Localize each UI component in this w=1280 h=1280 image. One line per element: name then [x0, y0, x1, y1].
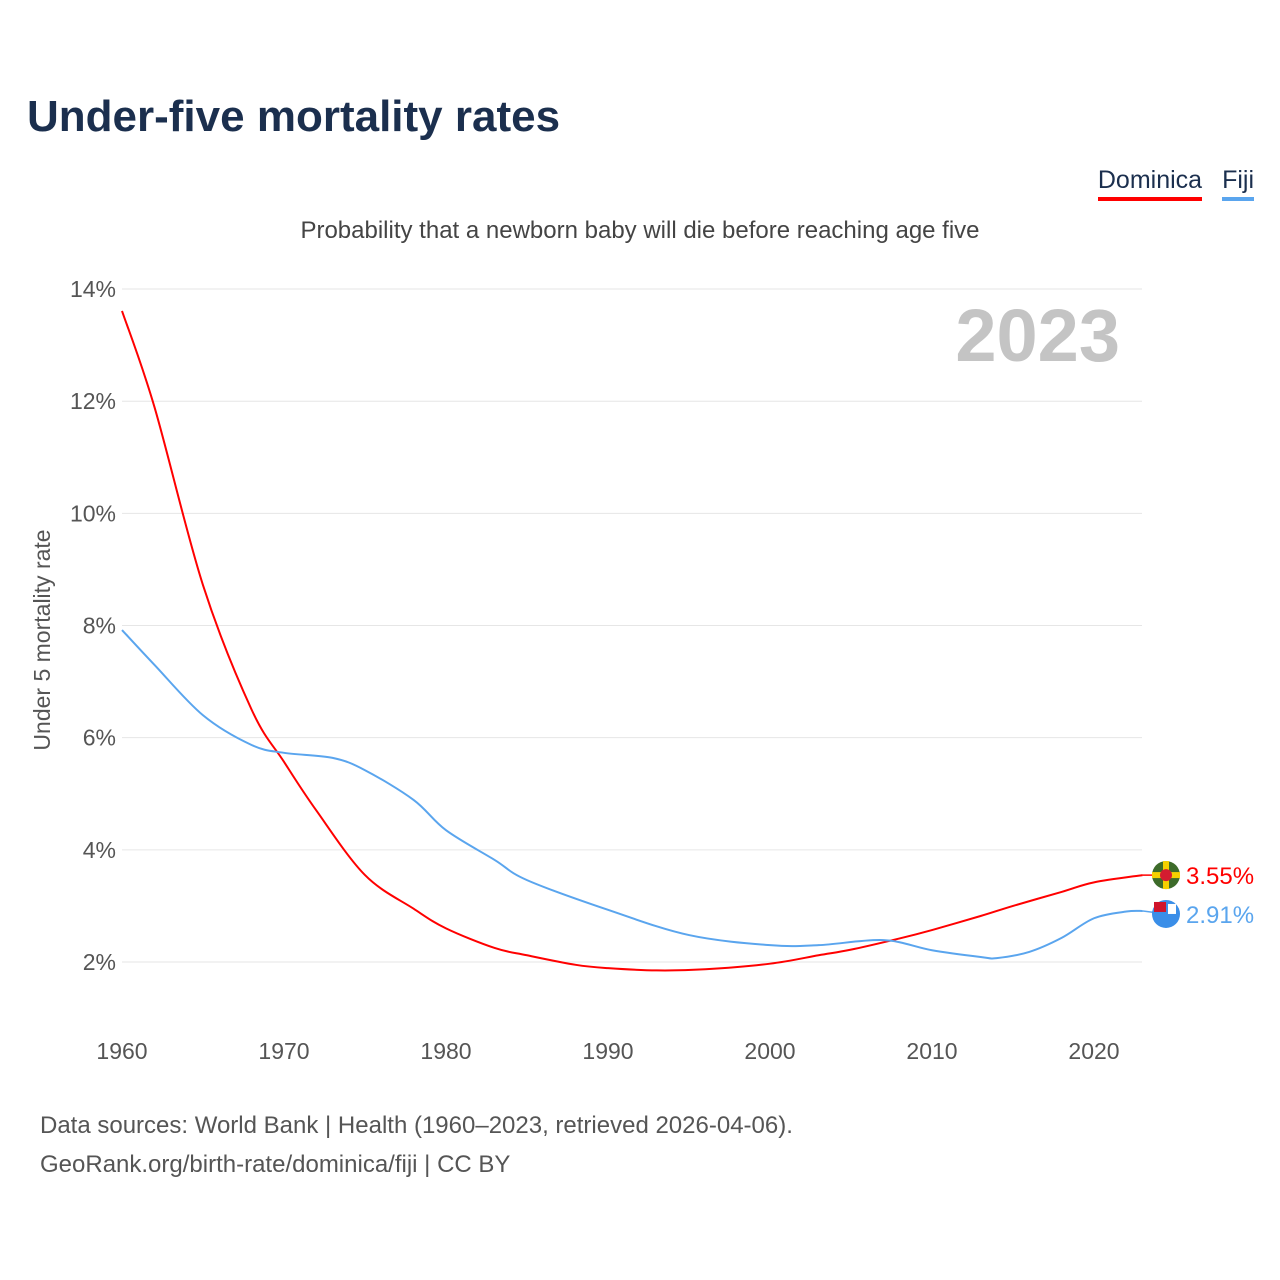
y-axis-label: Under 5 mortality rate — [29, 529, 55, 750]
x-tick-label: 1970 — [258, 1038, 309, 1064]
x-tick-label: 2000 — [744, 1038, 795, 1064]
x-tick-label: 1960 — [96, 1038, 147, 1064]
end-value-label: 3.55% — [1186, 863, 1254, 890]
x-tick-label: 1980 — [420, 1038, 471, 1064]
y-tick-label: 6% — [83, 725, 116, 751]
x-tick-label: 2020 — [1068, 1038, 1119, 1064]
series-line-fiji — [121, 629, 1143, 960]
footer: Data sources: World Bank | Health (1960–… — [40, 1106, 793, 1184]
source-text: Data sources: World Bank | Health (1960–… — [40, 1112, 793, 1139]
flag-shield — [1168, 903, 1176, 914]
y-tick-label: 4% — [83, 837, 116, 863]
legend-item-dominica[interactable]: Dominica — [1097, 166, 1203, 201]
chart-title: Under-five mortality rates — [27, 92, 561, 141]
legend: Dominica Fiji — [1097, 166, 1254, 201]
y-tick-label: 8% — [83, 613, 116, 639]
y-tick-label: 10% — [70, 500, 116, 526]
legend-item-fiji[interactable]: Fiji — [1222, 166, 1254, 201]
attribution-text: GeoRank.org/birth-rate/dominica/fiji | C… — [40, 1151, 511, 1178]
end-value-label: 2.91% — [1186, 902, 1254, 929]
x-tick-label: 1990 — [582, 1038, 633, 1064]
series-line-dominica — [121, 310, 1143, 972]
y-tick-label: 14% — [70, 276, 116, 302]
x-tick-label: 2010 — [906, 1038, 957, 1064]
chart-subtitle: Probability that a newborn baby will die… — [300, 217, 980, 244]
year-watermark: 2023 — [955, 294, 1120, 377]
flag-union — [1154, 901, 1166, 912]
y-tick-label: 2% — [83, 949, 116, 975]
y-tick-label: 12% — [70, 388, 116, 414]
flag-emblem — [1160, 869, 1172, 882]
